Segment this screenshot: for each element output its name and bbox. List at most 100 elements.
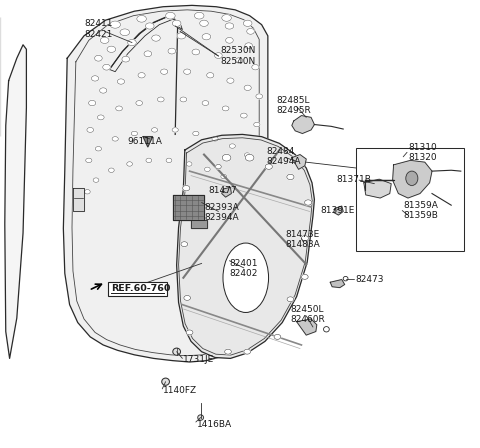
Polygon shape [292,155,306,169]
Text: 81477: 81477 [209,186,238,195]
Ellipse shape [152,128,157,132]
Ellipse shape [222,106,229,111]
Text: 82450L
82460R: 82450L 82460R [290,305,325,324]
Ellipse shape [194,12,204,19]
Polygon shape [5,45,26,358]
Ellipse shape [184,296,191,300]
Ellipse shape [253,122,260,127]
Polygon shape [364,179,391,198]
Polygon shape [222,187,231,197]
Ellipse shape [166,12,175,19]
FancyBboxPatch shape [108,282,167,296]
Text: 81371B: 81371B [336,175,371,184]
Ellipse shape [244,153,250,157]
Text: 82393A
82394A: 82393A 82394A [204,203,239,223]
Ellipse shape [127,162,132,166]
Ellipse shape [180,97,187,102]
Ellipse shape [215,52,222,58]
Ellipse shape [227,78,234,83]
Text: 82473: 82473 [355,276,384,284]
Ellipse shape [85,158,92,163]
Ellipse shape [95,146,102,151]
Ellipse shape [152,35,160,41]
Polygon shape [173,195,204,220]
Ellipse shape [186,162,192,166]
Ellipse shape [202,100,209,105]
Ellipse shape [118,79,125,84]
Ellipse shape [108,168,114,172]
Ellipse shape [162,378,169,385]
Ellipse shape [207,73,214,78]
Ellipse shape [222,14,231,21]
Ellipse shape [95,55,102,61]
Ellipse shape [132,131,138,136]
Ellipse shape [168,48,176,54]
Text: 81391E: 81391E [321,206,355,215]
Ellipse shape [161,69,168,74]
Ellipse shape [265,164,273,169]
Ellipse shape [406,171,418,185]
Polygon shape [177,134,314,358]
Ellipse shape [245,43,252,48]
Ellipse shape [122,56,130,62]
Ellipse shape [216,164,221,169]
Ellipse shape [198,415,204,420]
Ellipse shape [221,174,227,179]
Ellipse shape [157,97,164,102]
Ellipse shape [287,174,294,180]
Polygon shape [191,220,207,228]
Ellipse shape [172,128,179,132]
Ellipse shape [87,127,94,133]
Ellipse shape [192,49,200,55]
Ellipse shape [252,65,259,70]
Ellipse shape [243,20,252,26]
Text: 1731JE: 1731JE [183,355,215,364]
Ellipse shape [107,46,116,52]
Ellipse shape [223,243,269,313]
Ellipse shape [226,37,233,43]
Polygon shape [292,116,314,134]
Polygon shape [109,17,182,72]
Ellipse shape [128,39,136,46]
Ellipse shape [173,348,180,355]
Polygon shape [63,5,268,362]
Text: 82401
82402: 82401 82402 [229,259,258,279]
Polygon shape [393,160,432,198]
Ellipse shape [240,113,247,118]
Ellipse shape [200,20,208,26]
Ellipse shape [244,85,252,90]
Ellipse shape [146,158,152,163]
Ellipse shape [222,154,231,161]
Ellipse shape [235,58,242,63]
Text: 1140FZ: 1140FZ [163,386,197,395]
Text: 81473E
81483A: 81473E 81483A [286,230,320,250]
Ellipse shape [196,219,203,224]
Ellipse shape [256,94,263,99]
Ellipse shape [116,106,122,111]
Ellipse shape [84,190,90,194]
Text: 81310
81320: 81310 81320 [408,142,437,162]
Ellipse shape [88,100,96,106]
Text: 82530N
82540N: 82530N 82540N [221,46,256,66]
Ellipse shape [186,330,193,335]
Ellipse shape [202,34,211,40]
Text: 82485L
82495R: 82485L 82495R [276,95,311,115]
Ellipse shape [144,51,152,56]
Ellipse shape [103,65,110,70]
Ellipse shape [145,23,154,29]
Ellipse shape [177,33,186,39]
Ellipse shape [287,297,294,302]
Ellipse shape [112,137,118,141]
Polygon shape [297,319,317,335]
Ellipse shape [244,349,251,354]
Ellipse shape [229,144,235,148]
Ellipse shape [110,21,120,28]
Ellipse shape [93,178,99,182]
Ellipse shape [304,200,312,205]
Ellipse shape [301,236,309,241]
Ellipse shape [247,28,254,34]
Text: REF.60-760: REF.60-760 [111,284,171,293]
Ellipse shape [184,69,191,74]
Polygon shape [330,280,345,288]
Ellipse shape [92,76,99,81]
